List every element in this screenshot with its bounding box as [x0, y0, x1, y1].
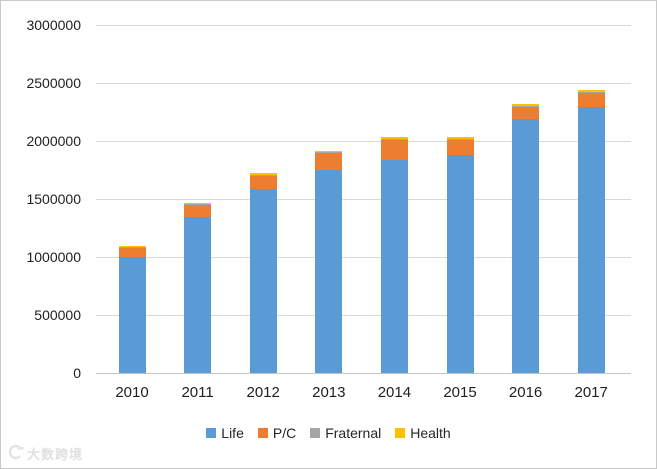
gridline: [96, 372, 631, 374]
legend-item-health: Health: [395, 425, 451, 441]
y-axis-tick-label: 500000: [34, 307, 81, 323]
legend: Life P/C Fraternal Health: [1, 425, 656, 441]
legend-swatch-icon: [206, 428, 217, 438]
legend-swatch-icon: [395, 428, 406, 438]
y-axis-tick-label: 1000000: [26, 249, 81, 265]
bar-segment-pc: [249, 175, 277, 189]
bar-segment-fraternal: [446, 138, 474, 140]
x-axis-tick-label: 2014: [377, 384, 412, 401]
x-axis-tick-label: 2011: [181, 384, 214, 401]
bar-segment-health: [512, 104, 540, 106]
bar-segment-health: [380, 137, 408, 139]
bar-segment-pc: [512, 106, 540, 119]
bar-segment-health: [118, 245, 146, 248]
gridline: [96, 314, 631, 316]
y-axis-tick-label: 2000000: [26, 133, 81, 149]
y-axis-tick-label: 0: [73, 365, 81, 381]
gridline: [96, 140, 631, 142]
x-axis-tick-label: 2015: [443, 384, 477, 401]
bar-segment-health: [184, 202, 212, 205]
bar-segment-health: [446, 137, 474, 139]
legend-item-fraternal: Fraternal: [310, 425, 381, 441]
gridline: [96, 256, 631, 258]
bar-segment-fraternal: [315, 152, 343, 153]
x-axis-tick-label: 2017: [574, 384, 608, 401]
legend-item-life: Life: [206, 425, 244, 441]
legend-swatch-icon: [257, 428, 268, 438]
bar-segment-health: [577, 90, 605, 92]
bar-segment-pc: [446, 139, 474, 155]
gridline: [96, 24, 631, 26]
bar-segment-life: [577, 106, 605, 373]
bar-segment-health: [315, 150, 343, 153]
legend-label: Life: [221, 425, 244, 441]
legend-label: Fraternal: [325, 425, 382, 441]
y-axis-tick-label: 3000000: [26, 17, 81, 33]
watermark: 大数跨境: [8, 444, 83, 463]
bar-segment-fraternal: [380, 138, 408, 140]
bar-segment-pc: [577, 92, 605, 107]
bar-segment-life: [184, 216, 212, 373]
bar-segment-fraternal: [512, 105, 540, 107]
watermark-logo-icon: [8, 444, 24, 463]
y-axis-tick-label: 2500000: [26, 75, 81, 91]
x-axis-tick-label: 2012: [246, 384, 280, 401]
gridline: [96, 82, 631, 84]
bar-segment-fraternal: [249, 174, 277, 176]
bar-segment-life: [118, 257, 146, 373]
watermark-text: 大数跨境: [27, 447, 84, 462]
bar-segment-life: [315, 170, 343, 373]
y-axis-tick-label: 1500000: [26, 191, 81, 207]
bar-segment-pc: [118, 247, 146, 257]
bar-segment-health: [249, 173, 277, 175]
gridline: [96, 198, 631, 200]
bar-segment-fraternal: [184, 204, 212, 205]
bar-segment-life: [380, 159, 408, 373]
legend-item-pc: P/C: [257, 425, 297, 441]
bar-segment-pc: [184, 204, 212, 217]
legend-label: Health: [410, 425, 451, 441]
bar-segment-fraternal: [118, 247, 146, 248]
bar-segment-life: [446, 154, 474, 373]
x-axis-tick-label: 2010: [115, 384, 149, 401]
x-axis-tick-label: 2013: [312, 384, 346, 401]
bar-segment-pc: [315, 152, 343, 170]
x-axis-tick-label: 2016: [508, 384, 543, 401]
legend-label: P/C: [272, 425, 297, 441]
bar-segment-life: [249, 188, 277, 373]
bar-segment-life: [512, 118, 540, 373]
bar-segment-pc: [380, 139, 408, 160]
legend-swatch-icon: [310, 428, 321, 438]
bar-segment-fraternal: [577, 91, 605, 93]
